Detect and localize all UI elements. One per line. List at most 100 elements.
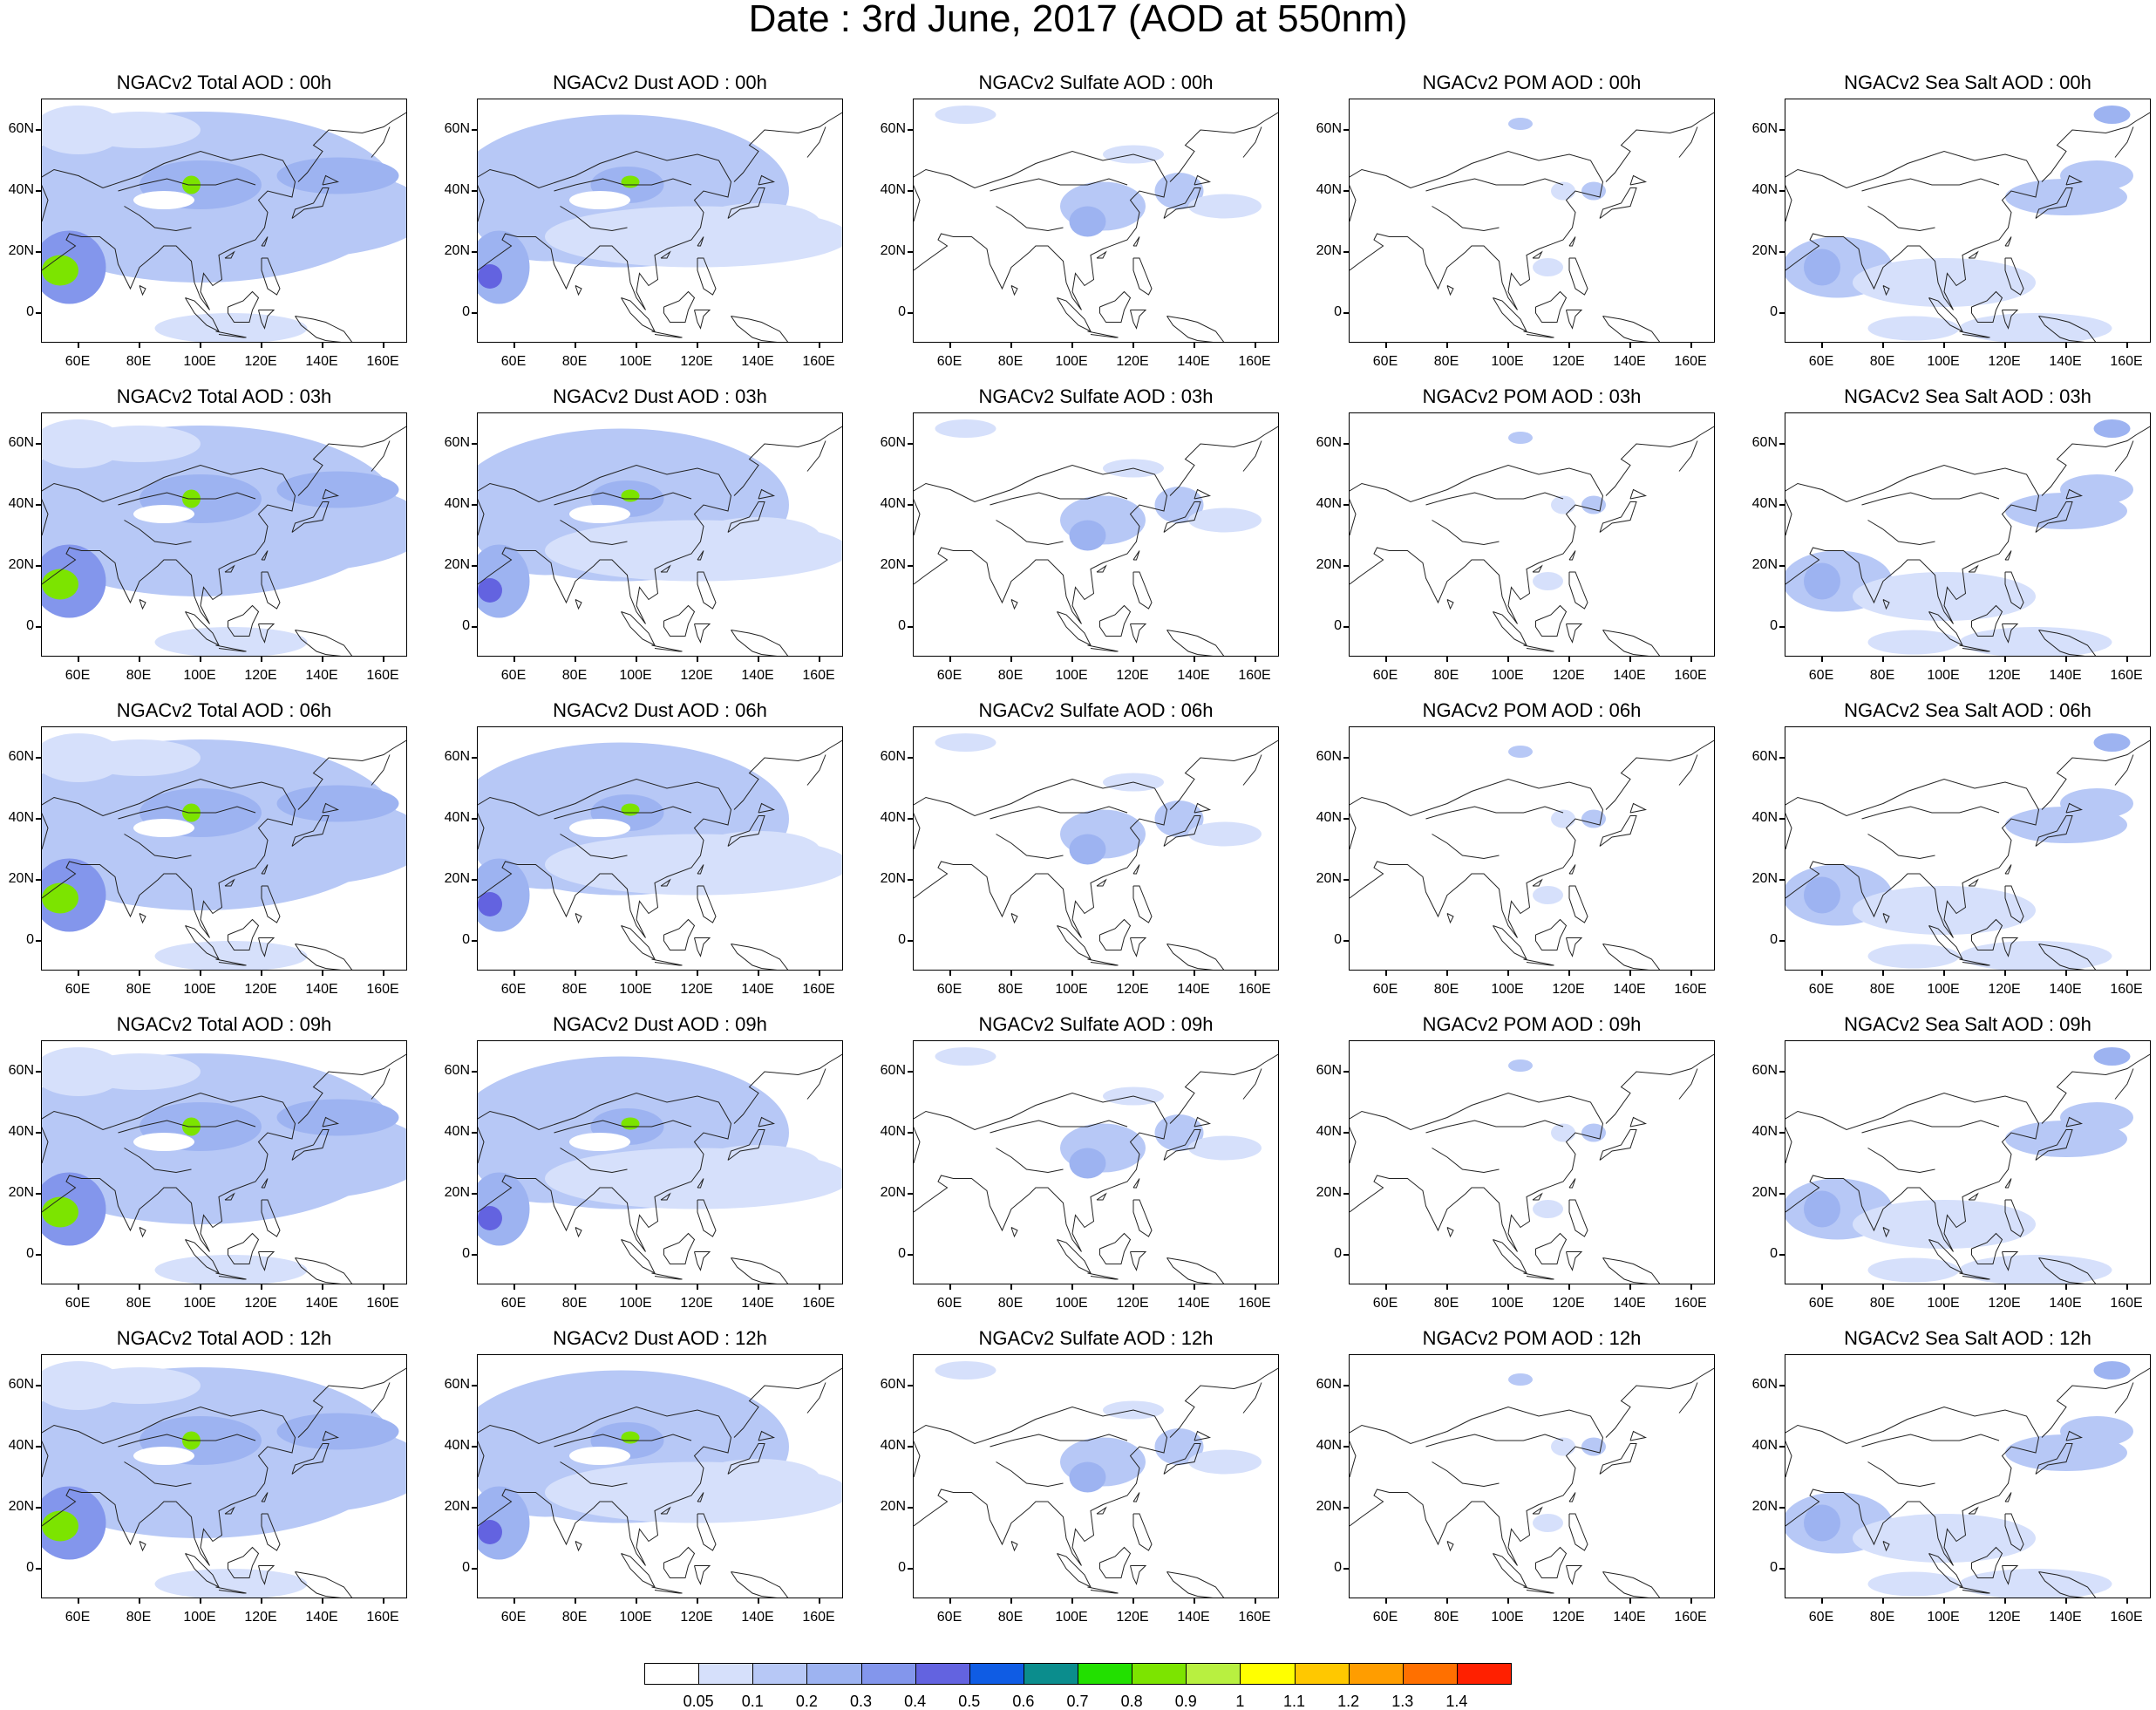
aod-patch [1069,1461,1106,1493]
coastline [1861,1120,2000,1134]
coastline [1678,1068,1698,1100]
map-panel-seasalt: NGACv2 Sea Salt AOD : 12h 60N 40N 20N 0 60E 80… [1752,1328,2156,1652]
x-tick-label: 160E [802,982,835,997]
aod-patch [1188,821,1262,847]
x-tick-mark [200,657,201,662]
coastline [1493,1239,1528,1275]
coastline [560,834,628,860]
x-tick-mark [261,971,262,976]
y-tick-label: 40N [1751,1438,1778,1453]
x-tick-label: 140E [1613,354,1646,369]
coastline [1057,925,1092,961]
x-tick-mark [636,971,637,976]
x-tick-label: 140E [1177,354,1210,369]
x-tick-label: 60E [500,354,527,369]
x-tick-mark [139,1284,140,1290]
coastline [2004,1178,2012,1189]
y-tick-mark [36,1132,41,1134]
y-tick-mark [472,940,477,942]
coastline [371,126,391,158]
x-tick-mark [383,1284,384,1290]
coastline [295,944,353,970]
x-tick-label: 60E [936,668,962,683]
coastline [1532,1192,1543,1201]
x-tick-label: 140E [1613,1610,1646,1625]
coastline [1087,330,1119,338]
aod-patch [154,1255,308,1284]
coastline [1882,1227,1890,1238]
x-tick-label: 120E [244,668,277,683]
x-tick-label: 140E [1177,1296,1210,1311]
coastline [1971,604,2003,637]
coastline [478,1406,732,1566]
coastline [575,1227,582,1238]
x-tick-label: 140E [741,1296,774,1311]
coastline [575,285,582,296]
coastline [478,150,732,310]
x-tick-mark [575,1284,576,1290]
coastline [1602,1257,1661,1284]
coastline [1350,1092,1604,1252]
x-tick-mark [1446,1284,1448,1290]
aod-patch [1533,1514,1563,1532]
x-tick-mark [1821,971,1823,976]
coastline [1629,1430,1648,1441]
x-tick-mark [1010,1598,1012,1604]
x-tick-mark [1568,343,1570,348]
x-tick-mark [1385,1284,1387,1290]
x-tick-label: 60E [1808,1296,1834,1311]
x-tick-mark [200,1598,201,1604]
x-tick-mark [949,1598,951,1604]
aod-patch [569,819,630,837]
coastline [1169,426,1278,496]
coastline [914,1406,1168,1566]
y-tick-label: 20N [1751,1499,1778,1514]
x-tick-mark [261,343,262,348]
y-tick-mark [908,1254,913,1256]
y-tick-label: 60N [444,749,470,764]
y-tick-label: 0 [1770,618,1778,633]
x-tick-mark [819,1284,820,1290]
aod-patch [2093,1361,2131,1380]
map-panel-sulfate: NGACv2 Sulfate AOD : 09h 60N 40N 20N 0 60E 80E… [881,1014,1323,1339]
coastline [560,1148,628,1174]
x-tick-mark [1821,343,1823,348]
x-tick-mark [575,971,576,976]
coastline [1968,1506,1979,1515]
coastline [297,1053,406,1124]
y-tick-mark [1343,1193,1349,1195]
x-tick-mark [200,971,201,976]
y-tick-label: 60N [444,1063,470,1078]
aod-patch [621,489,640,502]
coastline [1132,550,1140,561]
map-panel-pom: NGACv2 POM AOD : 09h 60N 40N 20N 0 60E 80E 100E… [1316,1014,1758,1339]
x-tick-mark [78,343,79,348]
x-tick-label: 80E [1433,668,1459,683]
panel-title: NGACv2 Total AOD : 00h [116,72,332,93]
coastline [2004,864,2012,875]
coastline [297,1367,406,1438]
aod-patch [1853,572,2036,621]
aod-patch [133,1133,194,1151]
aod-patch [1533,572,1563,590]
x-tick-mark [1194,343,1195,348]
coastline [697,1199,717,1237]
coastline [1166,944,1225,970]
map-frame [41,1040,407,1284]
y-tick-mark [36,504,41,506]
x-tick-mark [1507,971,1509,976]
x-tick-mark [1132,1284,1134,1290]
aod-map [1350,426,1714,656]
coastline [697,571,717,610]
y-tick-label: 20N [8,1185,34,1200]
y-tick-label: 40N [880,1438,906,1453]
x-tick-mark [1568,657,1570,662]
coastline [1099,604,1132,637]
coastline [1163,815,1201,847]
coastline [621,1239,656,1275]
coastline [1096,1192,1107,1201]
y-tick-label: 20N [880,1499,906,1514]
panel-title: NGACv2 Dust AOD : 12h [553,1327,767,1349]
coastline [261,1513,281,1551]
y-tick-mark [1343,1254,1349,1256]
